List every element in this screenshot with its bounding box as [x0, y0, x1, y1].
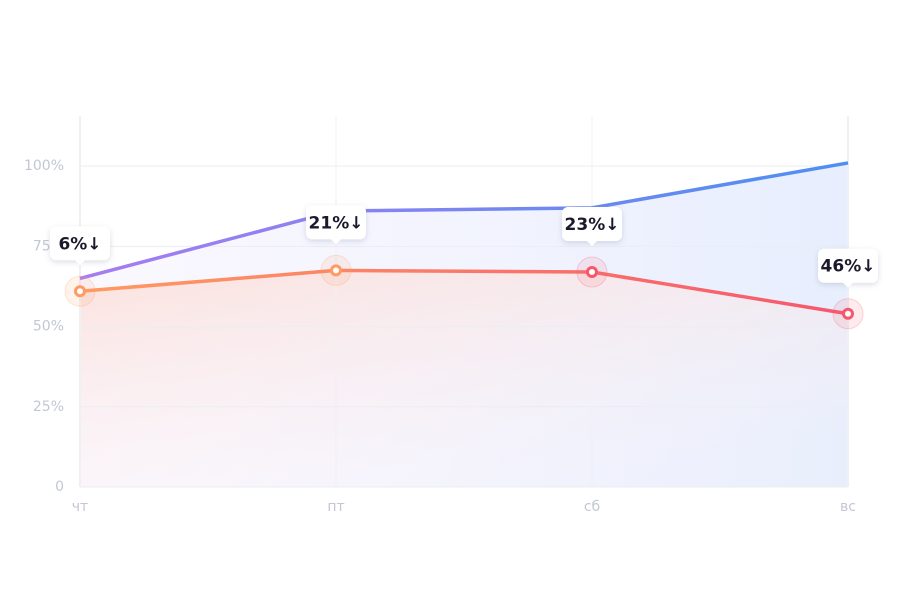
x-tick-label: сб: [584, 499, 600, 515]
annotation-label: 21%↓: [309, 213, 364, 233]
line: [79, 161, 849, 281]
annotation: 46%↓: [818, 248, 878, 288]
y-tick-label: 25%: [33, 399, 64, 415]
y-tick-label: 50%: [33, 319, 64, 335]
point: [586, 266, 598, 279]
x-tick-label: пт: [327, 499, 344, 515]
line: [79, 268, 849, 316]
annotation-box: [50, 226, 110, 261]
annotation-label: 23%↓: [565, 215, 620, 235]
point: [330, 264, 342, 277]
point: [74, 285, 86, 298]
annotation: 23%↓: [562, 207, 622, 247]
annotation-box: [818, 248, 878, 283]
x-tick-label: чт: [72, 499, 88, 515]
annotation-pointer: [330, 238, 342, 245]
annotation: 21%↓: [306, 205, 366, 245]
y-tick-label: 100%: [24, 158, 64, 174]
y-tick-label: 0: [55, 479, 64, 495]
annotation-box: [306, 205, 366, 240]
annotation-pointer: [586, 240, 598, 247]
x-tick-label: вс: [840, 499, 856, 515]
annotation-pointer: [842, 281, 854, 288]
annotation-box: [562, 207, 622, 242]
annotation-label: 6%↓: [58, 234, 101, 254]
annotation-pointer: [74, 259, 86, 266]
annotation-label: 46%↓: [821, 257, 876, 277]
annotation: 6%↓: [50, 226, 110, 266]
point: [842, 307, 854, 320]
area: [80, 270, 848, 487]
